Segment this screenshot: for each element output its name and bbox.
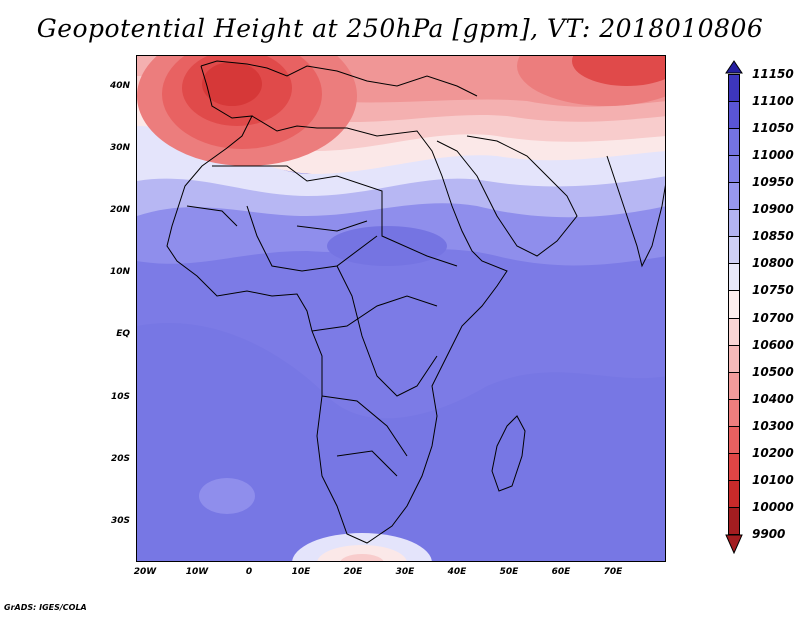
lon-label-10w: 10W — [185, 567, 209, 577]
lat-label-10s: 10S — [110, 392, 130, 402]
lat-label-10n: 10N — [109, 267, 130, 277]
geopotential-field — [137, 56, 665, 561]
colorbar-label: 10100 — [752, 472, 794, 487]
plot-title: Geopotential Height at 250hPa [gpm], VT:… — [36, 14, 764, 43]
colorbar-box — [728, 290, 740, 319]
colorbar-top-arrow — [725, 60, 743, 74]
colorbar-label: 10750 — [752, 283, 794, 298]
map-frame — [136, 55, 666, 562]
colorbar-box — [728, 74, 740, 103]
lon-label-70e: 70E — [603, 567, 623, 577]
credit-label: GrADS: IGES/COLA — [4, 603, 87, 612]
colorbar-label: 10950 — [752, 175, 794, 190]
colorbar-label: 10000 — [752, 499, 794, 514]
lon-label-10e: 10E — [291, 567, 311, 577]
colorbar-label: 9900 — [752, 527, 786, 541]
lon-label-20e: 20E — [343, 567, 363, 577]
colorbar-label: 10900 — [752, 202, 794, 217]
lat-label-30n: 30N — [109, 143, 130, 153]
colorbar-label: 10500 — [752, 364, 794, 379]
colorbar-box — [728, 209, 740, 238]
colorbar-box — [728, 425, 740, 454]
colorbar-box — [728, 317, 740, 346]
colorbar-label: 11000 — [752, 148, 794, 163]
colorbar-box — [728, 101, 740, 130]
colorbar-box — [728, 398, 740, 427]
colorbar-bottom-arrow — [725, 534, 743, 554]
colorbar-label: 11050 — [752, 121, 794, 136]
colorbar-box — [728, 371, 740, 400]
colorbar-box — [728, 128, 740, 157]
colorbar-box — [728, 452, 740, 481]
lon-label-40e: 40E — [447, 567, 467, 577]
lat-label-30s: 30S — [110, 516, 130, 526]
colorbar-label: 10200 — [752, 445, 794, 460]
lon-label-60e: 60E — [551, 567, 571, 577]
colorbar-label: 11100 — [752, 94, 794, 109]
colorbar-label: 10850 — [752, 229, 794, 244]
colorbar-box — [728, 182, 740, 211]
lon-label-30e: 30E — [395, 567, 415, 577]
colorbar-label: 10300 — [752, 418, 794, 433]
lat-label-20s: 20S — [110, 454, 130, 464]
lat-label-20n: 20N — [109, 205, 130, 215]
colorbar-label: 10400 — [752, 391, 794, 406]
colorbar-box — [728, 344, 740, 373]
lon-label-0: 0 — [245, 567, 253, 577]
colorbar-box — [728, 155, 740, 184]
colorbar-box — [728, 506, 740, 535]
lon-label-20w: 20W — [133, 567, 157, 577]
colorbar-label: 11150 — [752, 67, 794, 81]
colorbar-label: 10800 — [752, 256, 794, 271]
colorbar-label: 10600 — [752, 337, 794, 352]
lat-label-40n: 40N — [109, 81, 130, 91]
lat-label-eq: EQ — [116, 329, 130, 339]
colorbar-box — [728, 479, 740, 508]
colorbar-box — [728, 236, 740, 265]
colorbar-label: 10700 — [752, 310, 794, 325]
lon-label-50e: 50E — [499, 567, 519, 577]
colorbar-box — [728, 263, 740, 292]
